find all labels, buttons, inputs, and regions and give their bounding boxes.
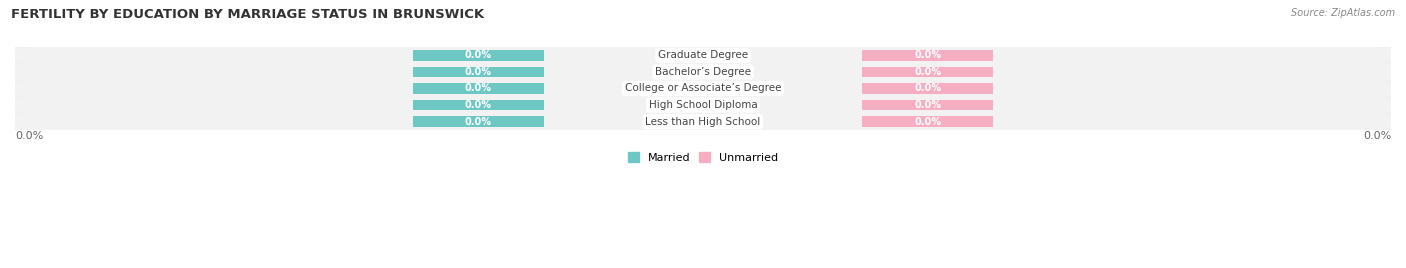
FancyBboxPatch shape — [0, 80, 1406, 97]
Text: Bachelor’s Degree: Bachelor’s Degree — [655, 67, 751, 77]
Text: 0.0%: 0.0% — [465, 67, 492, 77]
Bar — [413, 116, 544, 127]
Text: 0.0%: 0.0% — [465, 100, 492, 110]
Text: 0.0%: 0.0% — [914, 100, 941, 110]
Text: High School Diploma: High School Diploma — [648, 100, 758, 110]
Text: Less than High School: Less than High School — [645, 117, 761, 126]
Text: 0.0%: 0.0% — [914, 67, 941, 77]
Text: Graduate Degree: Graduate Degree — [658, 50, 748, 60]
Text: FERTILITY BY EDUCATION BY MARRIAGE STATUS IN BRUNSWICK: FERTILITY BY EDUCATION BY MARRIAGE STATU… — [11, 8, 485, 21]
Bar — [862, 116, 993, 127]
Legend: Married, Unmarried: Married, Unmarried — [623, 148, 783, 167]
Bar — [862, 67, 993, 77]
Bar — [862, 83, 993, 94]
Text: 0.0%: 0.0% — [914, 84, 941, 94]
Text: 0.0%: 0.0% — [1362, 131, 1391, 141]
Bar — [413, 83, 544, 94]
Bar — [862, 50, 993, 61]
FancyBboxPatch shape — [0, 63, 1406, 81]
Text: 0.0%: 0.0% — [465, 50, 492, 60]
FancyBboxPatch shape — [0, 47, 1406, 64]
Bar — [413, 67, 544, 77]
Text: 0.0%: 0.0% — [465, 84, 492, 94]
Bar — [413, 50, 544, 61]
Text: Source: ZipAtlas.com: Source: ZipAtlas.com — [1291, 8, 1395, 18]
FancyBboxPatch shape — [0, 96, 1406, 114]
Text: 0.0%: 0.0% — [914, 50, 941, 60]
Text: 0.0%: 0.0% — [15, 131, 44, 141]
Bar — [862, 100, 993, 110]
Text: 0.0%: 0.0% — [465, 117, 492, 126]
FancyBboxPatch shape — [0, 113, 1406, 130]
Text: College or Associate’s Degree: College or Associate’s Degree — [624, 84, 782, 94]
Bar — [413, 100, 544, 110]
Text: 0.0%: 0.0% — [914, 117, 941, 126]
